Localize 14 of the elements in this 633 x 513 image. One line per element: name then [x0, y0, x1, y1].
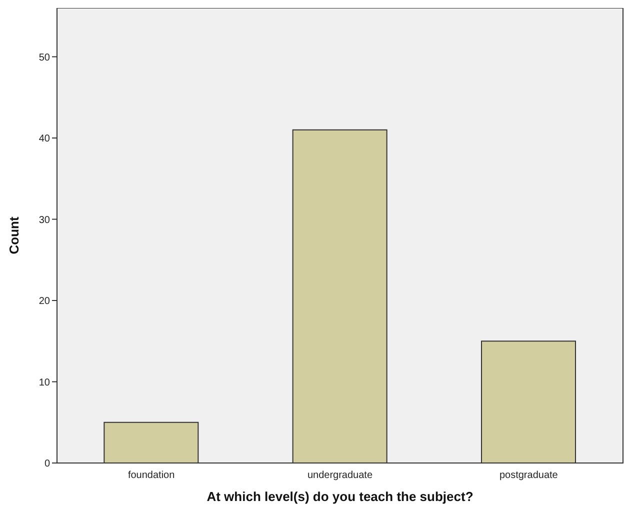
- y-tick-label: 40: [38, 134, 50, 145]
- x-axis-title: At which level(s) do you teach the subject?: [206, 489, 474, 504]
- bar: [292, 129, 388, 463]
- x-tick-label: foundation: [128, 470, 175, 482]
- y-axis-title: Count: [6, 216, 22, 254]
- x-tick-label: undergraduate: [307, 470, 373, 482]
- bar: [104, 422, 199, 463]
- bar: [481, 340, 576, 463]
- x-tick-label: postgraduate: [499, 470, 558, 482]
- y-tick-label: 30: [38, 214, 50, 226]
- y-tick-label: 50: [38, 52, 50, 64]
- y-tick-label: 20: [38, 296, 50, 308]
- y-tick-label: 10: [38, 377, 50, 388]
- y-tick-label: 0: [44, 458, 50, 470]
